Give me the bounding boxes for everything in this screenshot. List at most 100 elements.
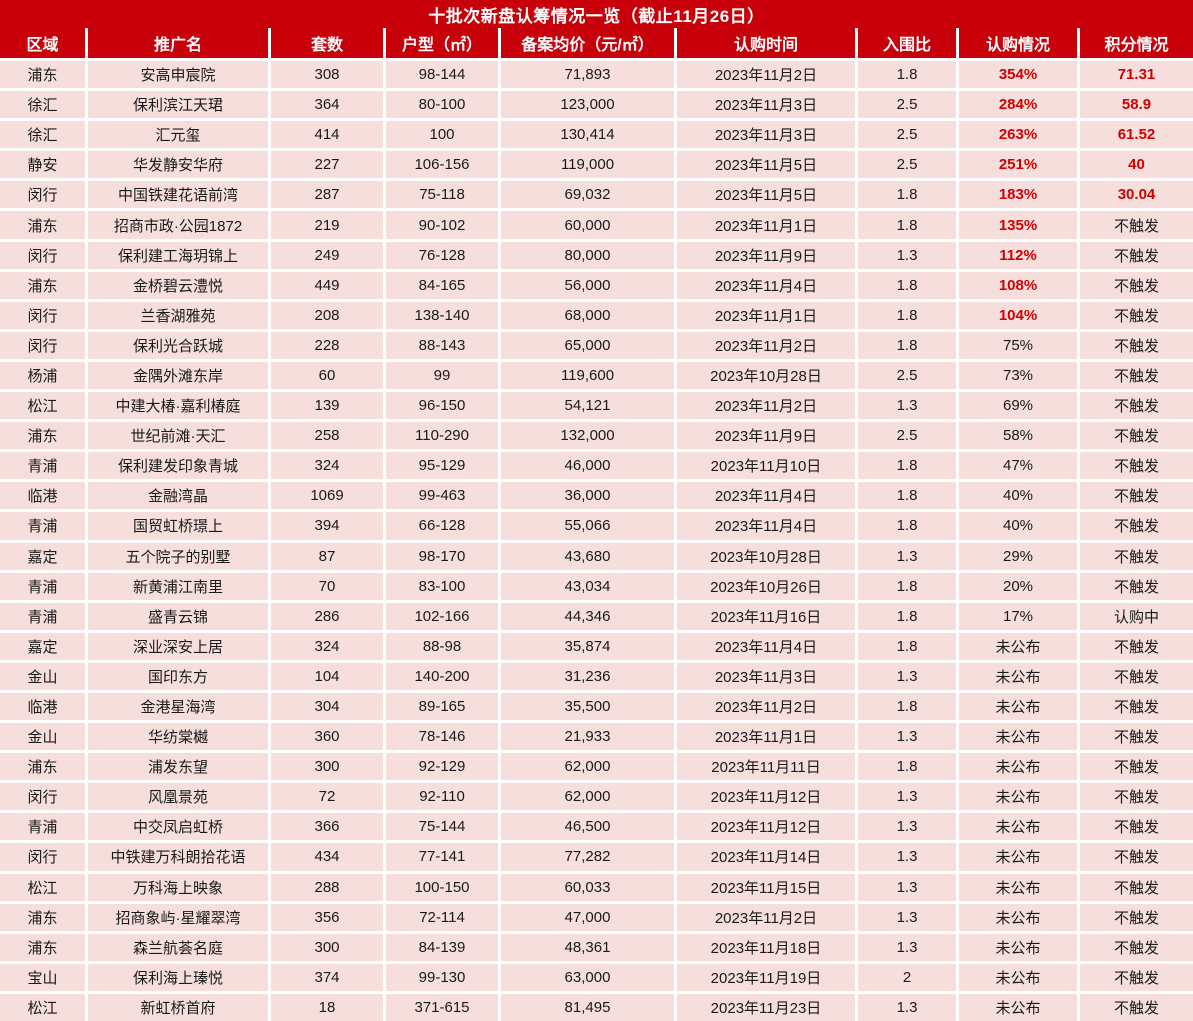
cell-date: 2023年11月2日 — [677, 392, 855, 420]
cell-type: 140-200 — [386, 662, 498, 690]
column-header-units: 套数 — [271, 28, 383, 58]
cell-name: 安高申宸院 — [88, 61, 268, 89]
cell-name: 国印东方 — [88, 662, 268, 690]
cell-region: 松江 — [0, 392, 85, 420]
cell-name: 保利建发印象青城 — [88, 452, 268, 480]
cell-subscription: 183% — [959, 181, 1077, 209]
cell-points: 58.9 — [1080, 91, 1193, 119]
cell-date: 2023年11月5日 — [677, 151, 855, 179]
cell-ratio: 1.8 — [858, 331, 956, 359]
cell-date: 2023年11月1日 — [677, 301, 855, 329]
cell-ratio: 1.8 — [858, 512, 956, 540]
cell-date: 2023年11月1日 — [677, 211, 855, 239]
cell-type: 100 — [386, 121, 498, 149]
cell-type: 80-100 — [386, 91, 498, 119]
table-row: 青浦 国贸虹桥璟上 394 66-128 55,066 2023年11月4日 1.8 40% 不… — [0, 512, 1193, 540]
cell-price: 65,000 — [501, 331, 674, 359]
cell-name: 中国铁建花语前湾 — [88, 181, 268, 209]
cell-name: 华发静安华府 — [88, 151, 268, 179]
cell-region: 浦东 — [0, 271, 85, 299]
cell-type: 98-144 — [386, 61, 498, 89]
table-row: 金山 华纺棠樾 360 78-146 21,933 2023年11月1日 1.3 未公布 不触发 — [0, 723, 1193, 751]
cell-date: 2023年11月3日 — [677, 91, 855, 119]
cell-points: 不触发 — [1080, 873, 1193, 901]
cell-ratio: 2.5 — [858, 121, 956, 149]
cell-units: 104 — [271, 662, 383, 690]
cell-type: 92-129 — [386, 753, 498, 781]
table-row: 浦东 安高申宸院 308 98-144 71,893 2023年11月2日 1.8 354% 7… — [0, 61, 1193, 89]
cell-ratio: 1.8 — [858, 271, 956, 299]
cell-points: 不触发 — [1080, 813, 1193, 841]
cell-price: 132,000 — [501, 422, 674, 450]
cell-subscription: 73% — [959, 361, 1077, 390]
cell-price: 48,361 — [501, 933, 674, 961]
cell-region: 闵行 — [0, 241, 85, 269]
cell-subscription: 未公布 — [959, 873, 1077, 901]
cell-subscription: 未公布 — [959, 903, 1077, 931]
cell-units: 286 — [271, 602, 383, 630]
cell-points: 不触发 — [1080, 993, 1193, 1021]
cell-points: 不触发 — [1080, 723, 1193, 751]
cell-units: 364 — [271, 91, 383, 119]
cell-type: 99-130 — [386, 963, 498, 991]
cell-points: 不触发 — [1080, 843, 1193, 871]
cell-name: 中建大椿·嘉利椿庭 — [88, 392, 268, 420]
cell-points: 不触发 — [1080, 331, 1193, 359]
cell-points: 不触发 — [1080, 692, 1193, 721]
cell-type: 75-144 — [386, 813, 498, 841]
cell-region: 闵行 — [0, 181, 85, 209]
cell-subscription: 284% — [959, 91, 1077, 119]
cell-price: 63,000 — [501, 963, 674, 991]
cell-points: 不触发 — [1080, 241, 1193, 269]
cell-date: 2023年10月28日 — [677, 542, 855, 570]
table-header-row: 区域 推广名 套数 户型（㎡） 备案均价（元/㎡） 认购时间 入围比 认购情况 … — [0, 28, 1193, 58]
cell-name: 中铁建万科朗拾花语 — [88, 843, 268, 871]
cell-type: 77-141 — [386, 843, 498, 871]
cell-name: 新黄浦江南里 — [88, 572, 268, 600]
cell-name: 新虹桥首府 — [88, 993, 268, 1021]
cell-subscription: 未公布 — [959, 993, 1077, 1021]
cell-name: 盛青云锦 — [88, 602, 268, 630]
cell-subscription: 112% — [959, 241, 1077, 269]
cell-price: 60,000 — [501, 211, 674, 239]
cell-name: 兰香湖雅苑 — [88, 301, 268, 329]
cell-ratio: 1.3 — [858, 813, 956, 841]
cell-region: 青浦 — [0, 572, 85, 600]
table-row: 徐汇 汇元玺 414 100 130,414 2023年11月3日 2.5 263% 61.52 — [0, 121, 1193, 149]
table-row: 闵行 保利建工海玥锦上 249 76-128 80,000 2023年11月9日 1.3 11… — [0, 241, 1193, 269]
cell-points: 不触发 — [1080, 753, 1193, 781]
cell-price: 43,680 — [501, 542, 674, 570]
cell-name: 华纺棠樾 — [88, 723, 268, 751]
cell-points: 不触发 — [1080, 392, 1193, 420]
cell-units: 304 — [271, 692, 383, 721]
cell-units: 72 — [271, 783, 383, 811]
cell-units: 414 — [271, 121, 383, 149]
cell-name: 深业深安上居 — [88, 632, 268, 660]
column-header-name: 推广名 — [88, 28, 268, 58]
cell-name: 风凰景苑 — [88, 783, 268, 811]
cell-date: 2023年11月3日 — [677, 121, 855, 149]
cell-region: 嘉定 — [0, 632, 85, 660]
cell-price: 71,893 — [501, 61, 674, 89]
cell-price: 77,282 — [501, 843, 674, 871]
cell-subscription: 69% — [959, 392, 1077, 420]
cell-date: 2023年11月4日 — [677, 512, 855, 540]
cell-units: 300 — [271, 933, 383, 961]
cell-price: 54,121 — [501, 392, 674, 420]
column-header-type: 户型（㎡） — [386, 28, 498, 58]
cell-price: 46,000 — [501, 452, 674, 480]
cell-points: 不触发 — [1080, 542, 1193, 570]
cell-price: 36,000 — [501, 482, 674, 510]
cell-points: 不触发 — [1080, 361, 1193, 390]
cell-points: 认购中 — [1080, 602, 1193, 630]
cell-price: 31,236 — [501, 662, 674, 690]
cell-price: 123,000 — [501, 91, 674, 119]
cell-price: 56,000 — [501, 271, 674, 299]
cell-price: 119,000 — [501, 151, 674, 179]
cell-region: 闵行 — [0, 301, 85, 329]
cell-ratio: 2.5 — [858, 422, 956, 450]
cell-name: 保利光合跃城 — [88, 331, 268, 359]
cell-subscription: 29% — [959, 542, 1077, 570]
cell-region: 金山 — [0, 723, 85, 751]
cell-date: 2023年11月14日 — [677, 843, 855, 871]
